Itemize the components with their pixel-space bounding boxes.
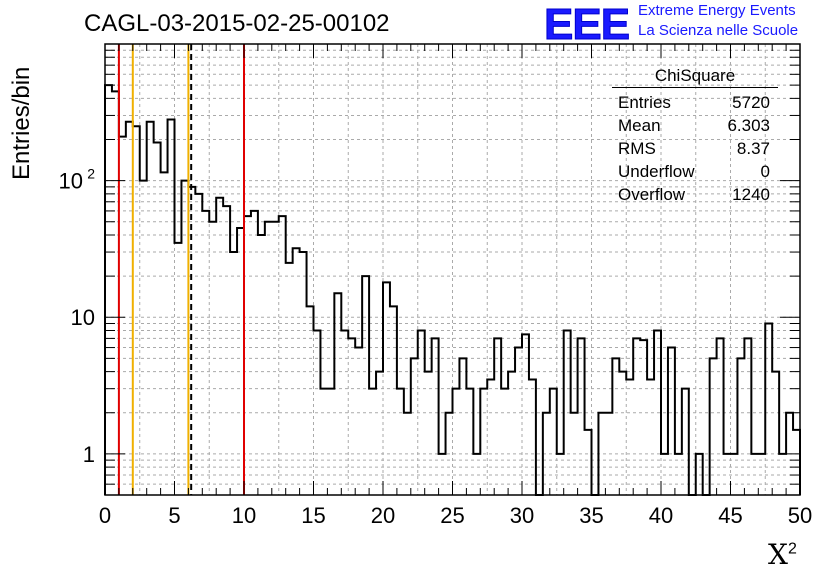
x-tick-label: 45 [718,503,742,528]
stats-row-rms: RMS 8.37 [612,137,778,160]
stats-label: Underflow [618,162,695,181]
eee-logo: EEE [543,0,630,50]
x-tick-label: 50 [788,503,812,528]
y-axis-label: Entries/bin [8,66,35,180]
stats-box: ChiSquare Entries 5720 Mean 6.303 RMS 8.37 … [612,66,778,206]
histogram-series [104,84,801,496]
brand-line-2: La Scienza nelle Scuole [638,22,799,39]
x-tick-label: 10 [232,503,256,528]
x-tick-label: 40 [649,503,673,528]
x-tick-label: 15 [301,503,325,528]
brand-line-1: Extreme Energy Events [638,2,796,19]
stats-row-entries: Entries 5720 [612,91,778,114]
stats-label: Overflow [618,185,686,204]
x-tick-label: 25 [440,503,464,528]
x-tick-label: 30 [510,503,534,528]
stats-value: 0 [760,162,770,181]
x-axis-label: X2 [768,538,797,571]
stats-value: 6.303 [727,116,770,135]
stats-value: 1240 [732,185,770,204]
y-tick-label: 10 [71,305,95,330]
stats-value: 5720 [732,93,770,112]
y-tick-label-sup: 2 [87,166,95,182]
stats-label: Mean [618,116,661,135]
chart-title: CAGL-03-2015-02-25-00102 [84,10,390,37]
stats-header: ChiSquare [612,66,778,88]
x-tick-label: 20 [371,503,395,528]
stats-label: RMS [618,139,656,158]
stats-row-underflow: Underflow 0 [612,160,778,183]
stats-row-overflow: Overflow 1240 [612,183,778,206]
stats-label: Entries [618,93,671,112]
x-axis-label-main: X [768,538,788,571]
y-tick-label: 1 [83,442,95,467]
stats-row-mean: Mean 6.303 [612,114,778,137]
x-tick-label: 0 [99,503,111,528]
x-axis-label-sup: 2 [787,540,797,558]
x-tick-label: 35 [579,503,603,528]
y-tick-label: 10 [59,169,83,194]
x-tick-label: 5 [168,503,180,528]
stats-value: 8.37 [736,139,770,158]
